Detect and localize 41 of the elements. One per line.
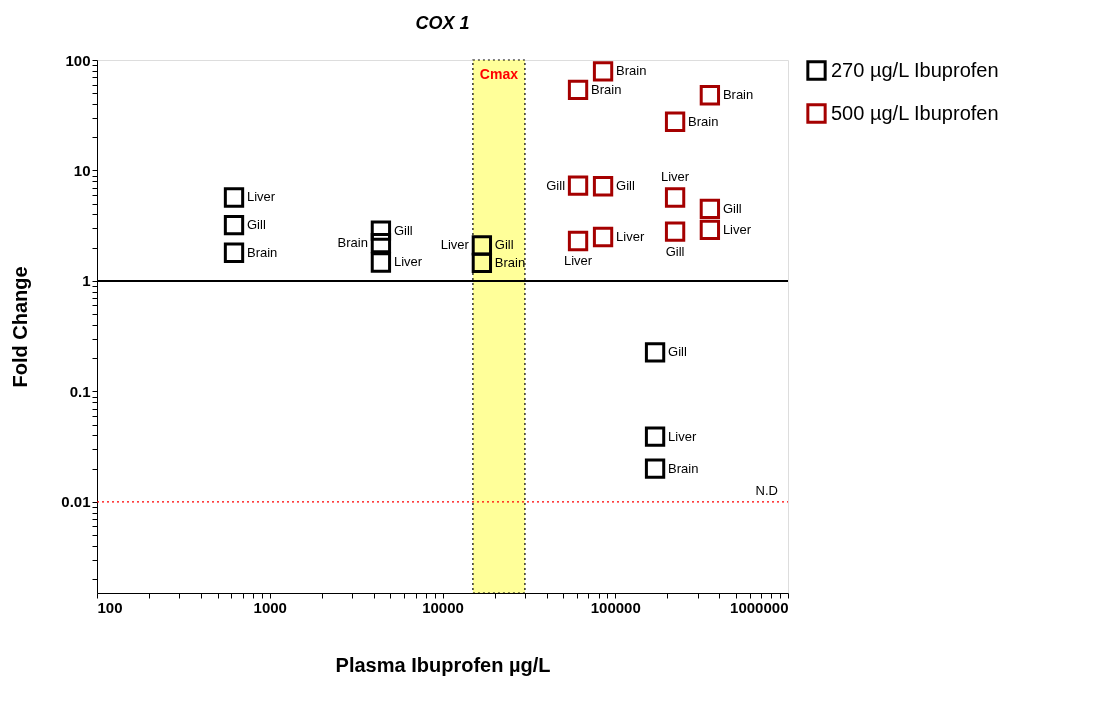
- y-axis-title: Fold Change: [9, 266, 32, 388]
- y-tick-label: 100: [65, 51, 91, 69]
- legend-label: 270 µg/L Ibuprofen: [831, 58, 999, 81]
- chart-title: COX 1: [415, 13, 470, 33]
- annotation: Liver: [440, 237, 470, 253]
- annotation: Gill: [665, 243, 685, 259]
- annotation: Gill: [247, 217, 266, 233]
- annotation: Gill: [668, 344, 687, 360]
- annotation: Gill: [494, 237, 514, 253]
- annotation: Brain: [688, 113, 719, 129]
- y-tick-label: 10: [73, 161, 91, 179]
- annotation: Brain: [668, 460, 699, 476]
- x-tick-label: 100: [97, 598, 123, 616]
- annotation: Gill: [393, 222, 413, 238]
- y-tick-label: 0.01: [61, 493, 91, 511]
- annotation: Gill: [546, 177, 566, 193]
- x-axis-title: Plasma Ibuprofen µg/L: [335, 653, 551, 676]
- x-tick-label: 1000: [253, 598, 287, 616]
- annotation: Liver: [247, 189, 276, 205]
- y-tick-label: 0.1: [69, 382, 91, 400]
- band-label: Cmax: [479, 66, 519, 82]
- x-tick-label: 100000: [590, 598, 641, 616]
- ref-line-label: N.D: [755, 482, 778, 498]
- legend-label: 500 µg/L Ibuprofen: [831, 101, 999, 124]
- annotation: Brain: [247, 244, 278, 260]
- x-tick-label: 1000000: [730, 598, 789, 616]
- annotation: Liver: [616, 229, 645, 245]
- annotation: Liver: [660, 169, 690, 185]
- y-tick-label: 1: [82, 272, 91, 290]
- annotation: Brain: [494, 254, 526, 270]
- annotation: Gill: [616, 178, 635, 194]
- annotation: Liver: [668, 428, 697, 444]
- annotation: Brain: [337, 235, 368, 251]
- annotation: Liver: [393, 254, 423, 270]
- annotation: Brain: [722, 87, 754, 103]
- annotation: Brain: [591, 81, 622, 97]
- annotation: Gill: [722, 200, 742, 216]
- annotation: Liver: [563, 253, 593, 269]
- x-tick-label: 10000: [422, 598, 464, 616]
- annotation: Brain: [616, 63, 647, 79]
- annotation: Liver: [722, 221, 752, 237]
